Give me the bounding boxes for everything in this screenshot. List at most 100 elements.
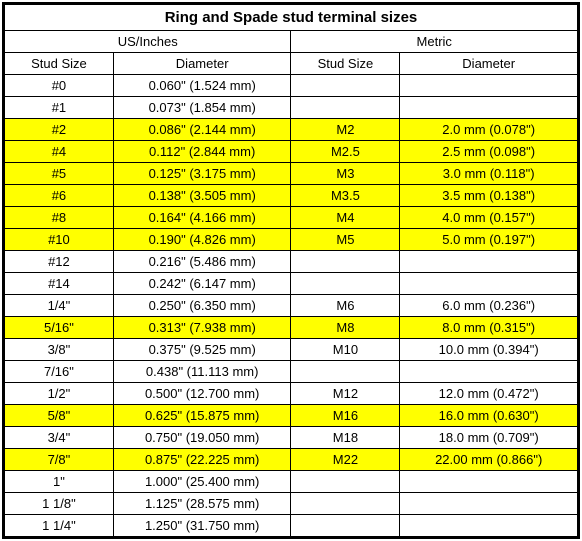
table-row: 1/4"0.250" (6.350 mm)M66.0 mm (0.236") <box>5 295 578 317</box>
table-row: 7/8"0.875" (22.225 mm)M2222.00 mm (0.866… <box>5 449 578 471</box>
table-title: Ring and Spade stud terminal sizes <box>5 5 578 31</box>
cell-us-diameter: 0.086" (2.144 mm) <box>113 119 291 141</box>
cell-us-diameter: 0.216" (5.486 mm) <box>113 251 291 273</box>
cell-metric-stud: M12 <box>291 383 400 405</box>
cell-us-diameter: 1.250" (31.750 mm) <box>113 515 291 537</box>
cell-us-diameter: 0.438" (11.113 mm) <box>113 361 291 383</box>
column-header-row: Stud Size Diameter Stud Size Diameter <box>5 53 578 75</box>
cell-us-stud: 1/2" <box>5 383 114 405</box>
table-row: 1 1/4"1.250" (31.750 mm) <box>5 515 578 537</box>
cell-metric-diameter: 5.0 mm (0.197") <box>400 229 578 251</box>
group-header-row: US/Inches Metric <box>5 31 578 53</box>
cell-metric-stud: M4 <box>291 207 400 229</box>
cell-metric-diameter <box>400 471 578 493</box>
cell-metric-stud: M2.5 <box>291 141 400 163</box>
table-row: 3/8"0.375" (9.525 mm)M1010.0 mm (0.394") <box>5 339 578 361</box>
cell-us-stud: 3/4" <box>5 427 114 449</box>
table-row: 7/16"0.438" (11.113 mm) <box>5 361 578 383</box>
cell-metric-diameter <box>400 97 578 119</box>
cell-us-stud: #4 <box>5 141 114 163</box>
cell-us-stud: #14 <box>5 273 114 295</box>
cell-metric-stud: M3.5 <box>291 185 400 207</box>
cell-us-stud: 1 1/4" <box>5 515 114 537</box>
cell-metric-diameter <box>400 493 578 515</box>
cell-metric-stud: M22 <box>291 449 400 471</box>
cell-metric-stud <box>291 493 400 515</box>
cell-us-diameter: 1.000" (25.400 mm) <box>113 471 291 493</box>
cell-us-diameter: 0.625" (15.875 mm) <box>113 405 291 427</box>
table-row: #140.242" (6.147 mm) <box>5 273 578 295</box>
cell-us-stud: #10 <box>5 229 114 251</box>
table-row: #80.164" (4.166 mm)M44.0 mm (0.157") <box>5 207 578 229</box>
cell-us-stud: 1 1/8" <box>5 493 114 515</box>
cell-us-diameter: 0.112" (2.844 mm) <box>113 141 291 163</box>
cell-metric-stud <box>291 515 400 537</box>
table-row: #120.216" (5.486 mm) <box>5 251 578 273</box>
cell-us-stud: 5/16" <box>5 317 114 339</box>
cell-metric-stud <box>291 273 400 295</box>
cell-us-diameter: 0.875" (22.225 mm) <box>113 449 291 471</box>
cell-metric-diameter: 3.0 mm (0.118") <box>400 163 578 185</box>
cell-metric-diameter: 10.0 mm (0.394") <box>400 339 578 361</box>
cell-us-stud: 7/8" <box>5 449 114 471</box>
cell-us-diameter: 1.125" (28.575 mm) <box>113 493 291 515</box>
table-row: 1"1.000" (25.400 mm) <box>5 471 578 493</box>
table-row: 5/8"0.625" (15.875 mm)M1616.0 mm (0.630"… <box>5 405 578 427</box>
cell-metric-diameter: 8.0 mm (0.315") <box>400 317 578 339</box>
cell-metric-stud <box>291 471 400 493</box>
cell-us-stud: #6 <box>5 185 114 207</box>
cell-us-diameter: 0.060" (1.524 mm) <box>113 75 291 97</box>
cell-us-diameter: 0.190" (4.826 mm) <box>113 229 291 251</box>
cell-metric-diameter <box>400 75 578 97</box>
table-row: #10.073" (1.854 mm) <box>5 97 578 119</box>
cell-metric-diameter <box>400 515 578 537</box>
cell-metric-stud: M2 <box>291 119 400 141</box>
cell-us-stud: 1/4" <box>5 295 114 317</box>
cell-metric-diameter <box>400 251 578 273</box>
group-header-metric: Metric <box>291 31 578 53</box>
cell-metric-diameter: 3.5 mm (0.138") <box>400 185 578 207</box>
cell-metric-stud: M5 <box>291 229 400 251</box>
cell-us-stud: #12 <box>5 251 114 273</box>
cell-metric-stud: M18 <box>291 427 400 449</box>
cell-metric-diameter <box>400 273 578 295</box>
header-metric-stud: Stud Size <box>291 53 400 75</box>
cell-us-diameter: 0.242" (6.147 mm) <box>113 273 291 295</box>
cell-us-stud: #2 <box>5 119 114 141</box>
cell-metric-diameter: 18.0 mm (0.709") <box>400 427 578 449</box>
header-metric-diameter: Diameter <box>400 53 578 75</box>
table-title-row: Ring and Spade stud terminal sizes <box>5 5 578 31</box>
cell-us-stud: 1" <box>5 471 114 493</box>
cell-us-stud: 7/16" <box>5 361 114 383</box>
terminal-sizes-table-container: Ring and Spade stud terminal sizes US/In… <box>2 2 580 539</box>
cell-us-diameter: 0.313" (7.938 mm) <box>113 317 291 339</box>
cell-metric-stud: M10 <box>291 339 400 361</box>
cell-us-stud: #8 <box>5 207 114 229</box>
cell-metric-diameter <box>400 361 578 383</box>
table-row: 1 1/8"1.125" (28.575 mm) <box>5 493 578 515</box>
cell-us-diameter: 0.750" (19.050 mm) <box>113 427 291 449</box>
cell-metric-stud: M3 <box>291 163 400 185</box>
cell-us-diameter: 0.125" (3.175 mm) <box>113 163 291 185</box>
cell-metric-diameter: 4.0 mm (0.157") <box>400 207 578 229</box>
cell-metric-stud: M8 <box>291 317 400 339</box>
group-header-us: US/Inches <box>5 31 291 53</box>
cell-metric-diameter: 22.00 mm (0.866") <box>400 449 578 471</box>
cell-metric-diameter: 2.0 mm (0.078") <box>400 119 578 141</box>
table-row: #20.086" (2.144 mm)M22.0 mm (0.078") <box>5 119 578 141</box>
cell-us-diameter: 0.138" (3.505 mm) <box>113 185 291 207</box>
terminal-sizes-table: Ring and Spade stud terminal sizes US/In… <box>4 4 578 537</box>
header-us-diameter: Diameter <box>113 53 291 75</box>
cell-metric-diameter: 12.0 mm (0.472") <box>400 383 578 405</box>
cell-metric-stud <box>291 97 400 119</box>
table-row: 1/2"0.500" (12.700 mm)M1212.0 mm (0.472"… <box>5 383 578 405</box>
table-row: 5/16"0.313" (7.938 mm)M88.0 mm (0.315") <box>5 317 578 339</box>
table-row: 3/4"0.750" (19.050 mm)M1818.0 mm (0.709"… <box>5 427 578 449</box>
cell-us-diameter: 0.250" (6.350 mm) <box>113 295 291 317</box>
cell-metric-diameter: 16.0 mm (0.630") <box>400 405 578 427</box>
cell-us-diameter: 0.073" (1.854 mm) <box>113 97 291 119</box>
cell-metric-stud: M6 <box>291 295 400 317</box>
table-row: #60.138" (3.505 mm)M3.53.5 mm (0.138") <box>5 185 578 207</box>
cell-us-stud: #0 <box>5 75 114 97</box>
cell-metric-stud <box>291 361 400 383</box>
